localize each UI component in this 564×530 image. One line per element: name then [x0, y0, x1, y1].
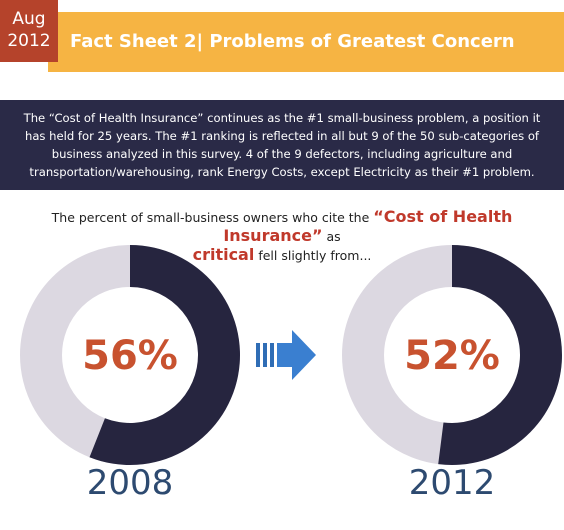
arrow [256, 330, 316, 380]
header-bar [48, 12, 564, 72]
lead-middle: as [326, 229, 341, 244]
header-title: Fact Sheet 2| Problems of Greatest Conce… [70, 31, 515, 52]
value-label: 56% [82, 333, 178, 379]
badge-year: 2012 [7, 31, 51, 51]
donut-segment [438, 245, 562, 465]
lead-critical: critical [192, 245, 255, 264]
badge-month: Aug [12, 9, 46, 29]
chart-title: 2012 [409, 463, 496, 503]
lead-after: fell slightly from... [258, 248, 372, 263]
donut-segment [89, 245, 241, 465]
lead-before: The percent of small-business owners who… [51, 210, 370, 225]
date-badge: Aug 2012 [0, 0, 58, 62]
lead-highlight: “Cost of Health Insurance” [223, 207, 513, 245]
chart-title: 2008 [87, 463, 174, 503]
value-label: 52% [404, 333, 500, 379]
lead-text: The percent of small-business owners who… [10, 208, 554, 265]
intro-text: The “Cost of Health Insurance” continues… [0, 100, 564, 190]
